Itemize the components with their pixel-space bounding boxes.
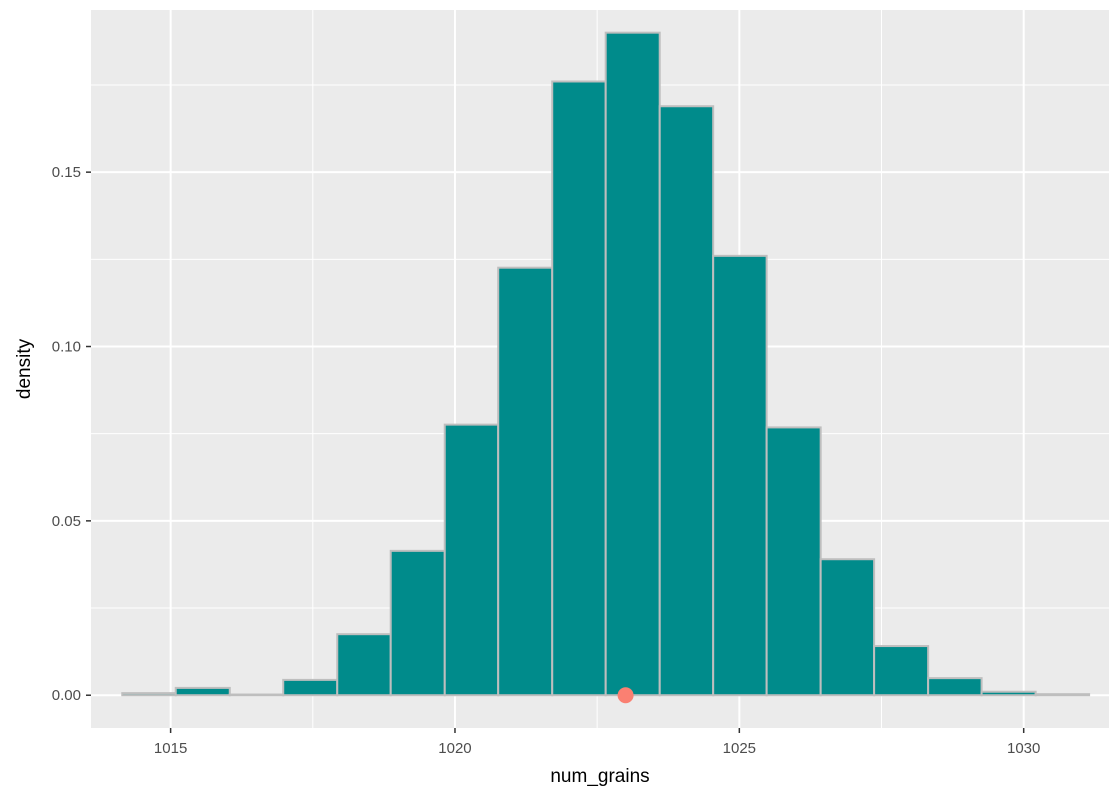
histogram-bar xyxy=(765,426,822,697)
y-tick-label: 0.10 xyxy=(52,339,81,356)
x-tick-label: 1015 xyxy=(154,740,187,757)
histogram-bar xyxy=(980,690,1037,697)
histogram-bars xyxy=(121,31,1091,697)
histogram-bar xyxy=(389,549,446,697)
x-tick-label: 1020 xyxy=(438,740,471,757)
histogram-bar xyxy=(819,558,876,697)
histogram-bar xyxy=(1034,693,1091,697)
histogram-bar xyxy=(228,693,285,697)
y-tick-label: 0.00 xyxy=(52,687,81,704)
y-axis-title: density xyxy=(14,338,35,399)
data-point xyxy=(617,687,634,704)
x-axis: 1015 1020 1025 1030 xyxy=(154,728,1040,757)
x-tick-label: 1025 xyxy=(723,740,756,757)
histogram-bar xyxy=(712,254,768,697)
y-tick-label: 0.15 xyxy=(52,164,81,181)
histogram-bar xyxy=(174,686,231,697)
histogram-bar xyxy=(873,645,930,697)
histogram-bar xyxy=(443,423,500,697)
histogram-bar xyxy=(121,692,177,697)
histogram-bar xyxy=(658,105,715,697)
histogram-bar xyxy=(282,678,339,697)
histogram-bar xyxy=(336,633,392,697)
x-tick-label: 1030 xyxy=(1007,740,1040,757)
x-axis-title: num_grains xyxy=(550,766,649,787)
histogram-bar xyxy=(551,80,607,697)
histogram-bar xyxy=(497,266,554,697)
y-axis: 0.00 0.05 0.10 0.15 xyxy=(52,164,91,704)
y-tick-label: 0.05 xyxy=(52,513,81,530)
histogram-bar xyxy=(927,677,983,697)
histogram-bar xyxy=(604,31,661,697)
data-points xyxy=(617,687,634,704)
